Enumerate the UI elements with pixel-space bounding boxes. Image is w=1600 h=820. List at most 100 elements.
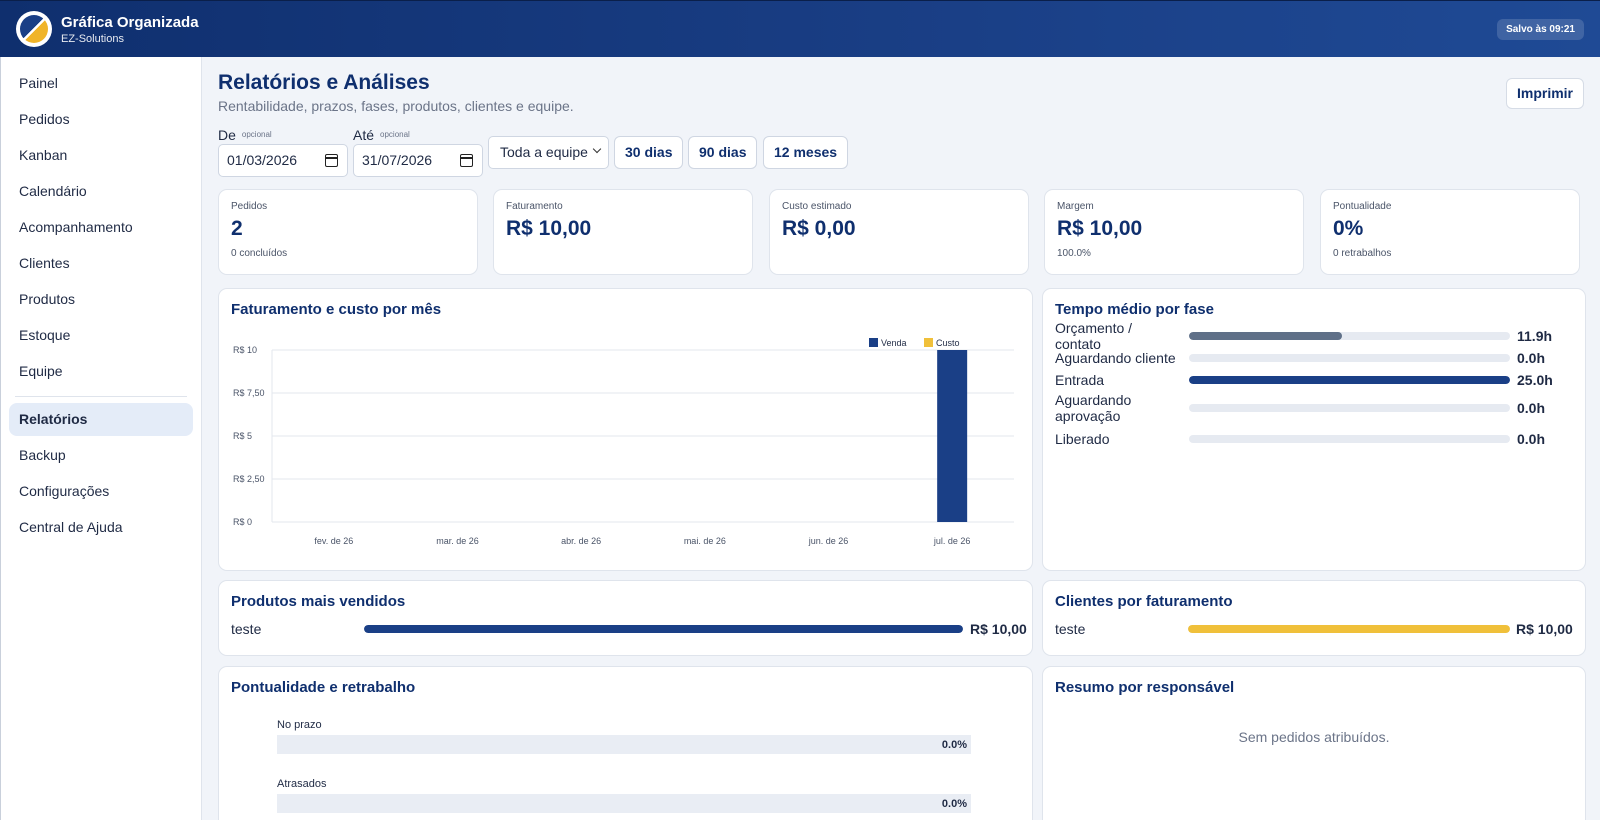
top-products-title: Produtos mais vendidos	[231, 593, 406, 610]
kpi-value: R$ 10,00	[1057, 217, 1143, 240]
date-to-group: Até opcional 31/07/2026	[353, 127, 483, 177]
phase-bar-fill	[1189, 332, 1342, 340]
chart-legend-swatch	[924, 338, 933, 347]
revenue-cost-title: Faturamento e custo por mês	[231, 301, 442, 318]
phase-time-title: Tempo médio por fase	[1055, 301, 1214, 318]
sidebar-item-clientes[interactable]: Clientes	[19, 255, 70, 271]
on-time-value: 0.0%	[941, 739, 967, 751]
calendar-icon[interactable]	[325, 154, 338, 167]
sidebar-item-backup[interactable]: Backup	[19, 447, 66, 463]
sidebar-item-relatorios[interactable]: Relatórios	[9, 403, 193, 436]
date-from-hint: opcional	[241, 130, 272, 139]
date-from-input[interactable]: 01/03/2026	[218, 144, 348, 177]
print-button[interactable]: Imprimir	[1505, 78, 1584, 109]
calendar-icon[interactable]	[460, 154, 473, 167]
phase-value: 0.0h	[1517, 431, 1546, 447]
kpi-note: 0 retrabalhos	[1333, 248, 1392, 259]
on-time-label: No prazo	[277, 719, 322, 731]
date-from-label: De opcional	[218, 127, 272, 143]
chart-x-tick-label: jul. de 26	[933, 536, 971, 546]
sidebar-item-equipe[interactable]: Equipe	[19, 363, 63, 379]
kpi-label: Custo estimado	[782, 201, 852, 212]
owners-empty-message: Sem pedidos atribuídos.	[1238, 729, 1390, 745]
sidebar-item-acompanhamento[interactable]: Acompanhamento	[19, 219, 133, 235]
app-logo	[16, 11, 52, 47]
saved-status-badge: Salvo às 09:21	[1497, 19, 1584, 40]
main-content: Relatórios e Análises Rentabilidade, pra…	[202, 57, 1600, 820]
phase-time-card: Tempo médio por fase Orçamento / contato…	[1042, 288, 1586, 571]
phase-row: Orçamento / contato 11.9h	[1055, 320, 1565, 352]
sidebar-item-pedidos[interactable]: Pedidos	[19, 111, 70, 127]
phase-label: Entrada	[1055, 372, 1105, 388]
phase-value: 11.9h	[1517, 328, 1553, 344]
sidebar-divider	[15, 396, 187, 397]
phase-bar-fill	[1189, 376, 1510, 384]
kpi-note: 100.0%	[1057, 248, 1091, 259]
on-time-bar: 0.0%	[277, 735, 971, 754]
revenue-cost-card: Faturamento e custo por mês R$ 0 R$ 2,50 R…	[218, 288, 1033, 571]
sidebar-item-calendario[interactable]: Calendário	[19, 183, 87, 199]
chart-y-tick-label: R$ 10	[233, 345, 257, 355]
sidebar-item-kanban[interactable]: Kanban	[19, 147, 68, 163]
late-value: 0.0%	[941, 798, 967, 810]
late-label: Atrasados	[277, 778, 327, 790]
phase-row: Aguardando aprovação 0.0h	[1055, 392, 1565, 424]
top-products-card: Produtos mais vendidos teste R$ 10,00	[218, 580, 1033, 656]
chart-y-tick-label: R$ 5	[233, 431, 252, 441]
phase-label: Aguardando cliente	[1055, 350, 1176, 366]
punctuality-card: Pontualidade e retrabalho No prazo 0.0% …	[218, 666, 1033, 820]
date-to-input[interactable]: 31/07/2026	[353, 144, 483, 177]
phase-value: 0.0h	[1517, 350, 1546, 366]
product-label: teste	[231, 621, 262, 637]
date-to-label: Até opcional	[353, 127, 410, 143]
sidebar-item-produtos[interactable]: Produtos	[19, 291, 76, 307]
owners-summary-title: Resumo por responsável	[1055, 679, 1235, 696]
chart-y-tick-label: R$ 2,50	[233, 474, 265, 484]
kpi-margem: Margem R$ 10,00 100.0%	[1044, 189, 1304, 275]
kpi-label: Pontualidade	[1333, 201, 1392, 212]
preset-12-months-button[interactable]: 12 meses	[763, 136, 849, 169]
top-bar: Gráfica Organizada EZ-Solutions Salvo às…	[0, 0, 1600, 57]
product-bar-fill	[364, 625, 963, 633]
page-subtitle: Rentabilidade, prazos, fases, produtos, …	[218, 98, 574, 114]
chart-x-tick-label: fev. de 26	[314, 536, 353, 546]
phase-bar	[1189, 332, 1510, 340]
preset-30-days-button[interactable]: 30 dias	[614, 136, 684, 169]
top-clients-card: Clientes por faturamento teste R$ 10,00	[1042, 580, 1586, 656]
phase-label: Orçamento / contato	[1055, 320, 1133, 352]
app-title: Gráfica Organizada	[61, 13, 199, 31]
preset-90-days-button[interactable]: 90 dias	[688, 136, 758, 169]
client-bar-fill	[1188, 625, 1510, 633]
owners-summary-card: Resumo por responsável Sem pedidos atrib…	[1042, 666, 1586, 820]
kpi-pedidos: Pedidos 2 0 concluídos	[218, 189, 478, 275]
kpi-value: 2	[231, 217, 243, 240]
phase-row: Aguardando cliente 0.0h	[1055, 347, 1565, 369]
phase-bar	[1189, 404, 1510, 412]
top-clients-title: Clientes por faturamento	[1055, 593, 1233, 610]
chevron-down-icon	[592, 144, 602, 154]
sidebar-item-estoque[interactable]: Estoque	[19, 327, 71, 343]
chart-bar-venda	[937, 350, 968, 522]
kpi-custo-estimado: Custo estimado R$ 0,00	[769, 189, 1029, 275]
sidebar-item-central-de-ajuda[interactable]: Central de Ajuda	[19, 519, 123, 535]
sidebar-item-painel[interactable]: Painel	[19, 75, 58, 91]
kpi-value: R$ 10,00	[506, 217, 592, 240]
phase-label: Liberado	[1055, 431, 1110, 447]
phase-value: 25.0h	[1517, 372, 1553, 388]
team-select[interactable]: Toda a equipe	[488, 136, 609, 169]
sidebar-item-configuracoes[interactable]: Configurações	[19, 483, 110, 499]
date-to-hint: opcional	[380, 130, 410, 139]
phase-label: Aguardando aprovação	[1055, 392, 1132, 424]
punctuality-title: Pontualidade e retrabalho	[231, 679, 416, 696]
app-subtitle: EZ-Solutions	[61, 32, 124, 45]
client-label: teste	[1055, 621, 1086, 637]
revenue-cost-chart: R$ 0 R$ 2,50 R$ 5 R$ 7,50 R$ 10 fev. de 26 mar…	[233, 338, 1014, 546]
chart-legend-label: Venda	[881, 338, 907, 348]
client-value: R$ 10,00	[1516, 621, 1573, 637]
brand: Gráfica Organizada EZ-Solutions	[61, 13, 199, 46]
kpi-faturamento: Faturamento R$ 10,00	[493, 189, 753, 275]
kpi-label: Pedidos	[231, 201, 268, 212]
phase-bar	[1189, 435, 1510, 443]
phase-row: Liberado 0.0h	[1055, 428, 1565, 450]
chart-y-tick-label: R$ 0	[233, 517, 252, 527]
